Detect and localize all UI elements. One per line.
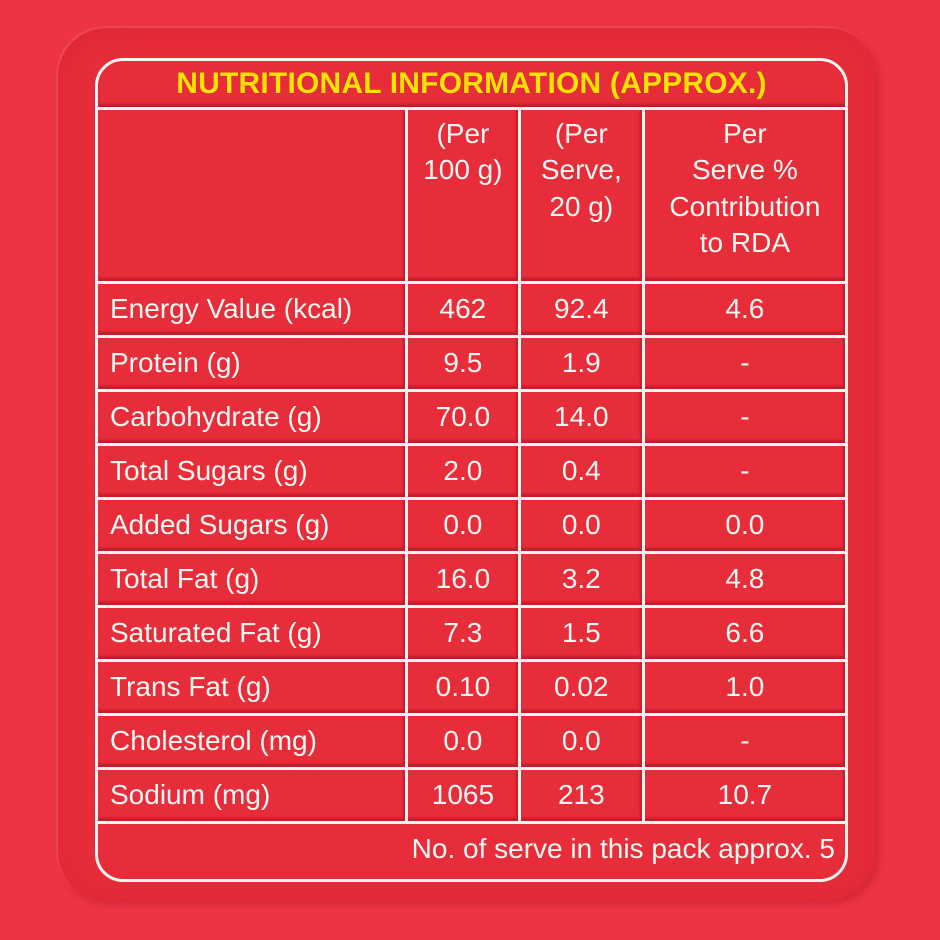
column-header-per-serve: (Per Serve, 20 g): [519, 110, 645, 284]
value-per-100g: 16.0: [406, 552, 521, 608]
table-row: Sodium (mg) 1065 213 10.7: [98, 768, 845, 824]
serves-note: No. of serve in this pack approx. 5: [411, 833, 835, 865]
row-label: Energy Value (kcal): [98, 282, 408, 338]
value-rda: 6.6: [643, 606, 845, 662]
panel-title: NUTRITIONAL INFORMATION (APPROX.): [98, 61, 845, 110]
column-header-per-100g: (Per 100 g): [406, 110, 521, 284]
value-per-100g: 9.5: [406, 336, 521, 392]
row-label: Total Sugars (g): [98, 444, 408, 500]
value-per-serve: 1.5: [519, 606, 645, 662]
table-row: Carbohydrate (g) 70.0 14.0-: [98, 390, 845, 446]
value-rda: -: [643, 336, 845, 392]
value-rda: 4.8: [643, 552, 845, 608]
row-label: Total Fat (g): [98, 552, 408, 608]
header-row: (Per 100 g) (Per Serve, 20 g) Per Serve % Contr…: [98, 110, 845, 284]
value-per-100g: 0.0: [406, 714, 521, 770]
value-per-serve: 213: [519, 768, 645, 824]
value-per-serve: 3.2: [519, 552, 645, 608]
package-panel: NUTRITIONAL INFORMATION (APPROX.) (Per 10…: [58, 28, 876, 900]
value-per-100g: 7.3: [406, 606, 521, 662]
table-row: Cholesterol (mg) 0.0 0.0-: [98, 714, 845, 770]
value-per-100g: 0.0: [406, 498, 521, 554]
row-label: Added Sugars (g): [98, 498, 408, 554]
column-header-nutrient: [98, 110, 408, 284]
value-per-serve: 92.4: [519, 282, 645, 338]
value-rda: 0.0: [643, 498, 845, 554]
value-per-serve: 0.0: [519, 498, 645, 554]
table-row: Total Fat (g) 16.0 3.2 4.8: [98, 552, 845, 608]
row-label: Saturated Fat (g): [98, 606, 408, 662]
value-per-100g: 2.0: [406, 444, 521, 500]
value-rda: 4.6: [643, 282, 845, 338]
value-per-serve: 0.0: [519, 714, 645, 770]
row-label: Trans Fat (g): [98, 660, 408, 716]
value-per-100g: 70.0: [406, 390, 521, 446]
table-row: Trans Fat (g) 0.10 0.02 1.0: [98, 660, 845, 716]
value-per-100g: 462: [406, 282, 521, 338]
table-body: Energy Value (kcal) 462 92.4 4.6 Protein (g)…: [98, 282, 845, 824]
row-label: Carbohydrate (g): [98, 390, 408, 446]
value-rda: 1.0: [643, 660, 845, 716]
row-label: Sodium (mg): [98, 768, 408, 824]
row-label: Protein (g): [98, 336, 408, 392]
value-per-100g: 0.10: [406, 660, 521, 716]
table-row: Protein (g) 9.5 1.9-: [98, 336, 845, 392]
table-row: Saturated Fat (g) 7.3 1.5 6.6: [98, 606, 845, 662]
value-per-serve: 0.02: [519, 660, 645, 716]
table-row: Added Sugars (g) 0.0 0.0 0.0: [98, 498, 845, 554]
nutrition-information-panel: NUTRITIONAL INFORMATION (APPROX.) (Per 10…: [95, 58, 848, 882]
value-per-serve: 0.4: [519, 444, 645, 500]
value-per-serve: 14.0: [519, 390, 645, 446]
value-rda: -: [643, 444, 845, 500]
value-rda: 10.7: [643, 768, 845, 824]
value-per-serve: 1.9: [519, 336, 645, 392]
column-header-rda: Per Serve % Contribution to RDA: [643, 110, 845, 284]
row-label: Cholesterol (mg): [98, 714, 408, 770]
table-row: Energy Value (kcal) 462 92.4 4.6: [98, 282, 845, 338]
value-per-100g: 1065: [406, 768, 521, 824]
nutrition-data-table: (Per 100 g) (Per Serve, 20 g) Per Serve % Contr…: [98, 110, 845, 824]
table-row: Total Sugars (g) 2.0 0.4-: [98, 444, 845, 500]
value-rda: -: [643, 714, 845, 770]
value-rda: -: [643, 390, 845, 446]
